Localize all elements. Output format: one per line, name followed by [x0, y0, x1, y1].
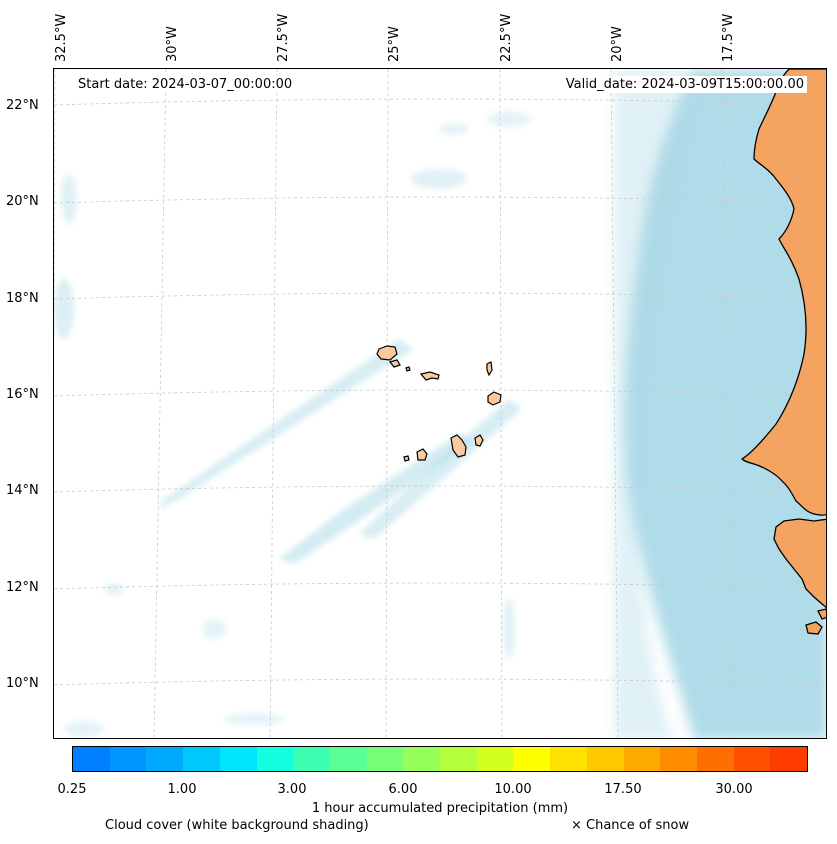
island-boa-vista — [487, 391, 502, 406]
colorbar-segment — [696, 747, 734, 771]
island-santa-luzia — [405, 366, 411, 372]
lon-label-17-5w: 17.5°W — [721, 13, 736, 62]
colorbar-segment — [660, 747, 697, 771]
colorbar-tick: 1.00 — [167, 782, 197, 797]
cloud-cover-legend: Cloud cover (white background shading) — [105, 818, 369, 833]
cloud-patch — [439, 123, 469, 135]
africa-senegal-guinea — [773, 518, 826, 609]
lon-label-27-5w: 27.5°W — [276, 13, 291, 62]
lat-label-20n: 20°N — [6, 194, 39, 209]
cloud-patch — [64, 721, 104, 737]
cloud-patch — [104, 583, 124, 595]
cape-verde-islands — [376, 345, 502, 462]
meridian-20w — [610, 69, 619, 738]
cloud-patch — [503, 599, 515, 659]
island-maio — [474, 434, 484, 447]
colorbar-segment — [513, 747, 551, 771]
colorbar-segment — [293, 747, 330, 771]
colorbar-segment — [550, 747, 587, 771]
lon-label-32-5w: 32.5°W — [54, 13, 69, 62]
parallel-18n — [54, 292, 826, 300]
island-brava — [403, 455, 410, 462]
colorbar-segment — [623, 747, 661, 771]
africa-mainland — [740, 69, 826, 516]
island-sal — [486, 361, 493, 377]
cloud-patch — [61, 174, 77, 224]
colorbar-tick: 10.00 — [494, 782, 532, 797]
cloud-coastal-haze — [614, 69, 704, 738]
island-santiago — [450, 434, 467, 458]
colorbar-tick: 3.00 — [277, 782, 307, 797]
colorbar-tick: 30.00 — [715, 782, 753, 797]
colorbar-segment — [366, 747, 404, 771]
parallel-22n — [54, 98, 826, 106]
cloud-cover-layer — [54, 69, 826, 738]
lat-label-14n: 14°N — [6, 483, 39, 498]
graticule — [54, 69, 826, 738]
colorbar-segment — [146, 747, 184, 771]
colorbar-segment — [329, 747, 367, 771]
cloud-streak-south-b — [359, 399, 522, 539]
island-fogo — [416, 448, 428, 461]
parallel-10n — [54, 678, 826, 686]
cloud-patch — [202, 619, 226, 639]
lat-label-10n: 10°N — [6, 676, 39, 691]
meridian-25w — [385, 69, 389, 738]
cloud-patch — [487, 111, 531, 127]
colorbar-segment — [73, 747, 110, 771]
colorbar-segment — [440, 747, 477, 771]
island-sao-vicente — [388, 359, 401, 368]
parallel-12n — [54, 582, 826, 590]
map-canvas — [54, 69, 826, 738]
island-santo-antao — [376, 345, 398, 361]
colorbar-segment — [770, 747, 808, 771]
colorbar-segment — [403, 747, 441, 771]
lon-label-30w: 30°W — [165, 26, 180, 62]
colorbar-label: 1 hour accumulated precipitation (mm) — [311, 801, 569, 816]
colorbar-segment — [476, 747, 514, 771]
colorbar-tick: 0.25 — [57, 782, 87, 797]
precipitation-colorbar — [72, 746, 808, 772]
africa-land — [740, 69, 826, 635]
colorbar-tick: 6.00 — [388, 782, 418, 797]
island-sao-nicolau — [419, 371, 440, 381]
cloud-streak-north — [159, 339, 414, 509]
colorbar-segment — [219, 747, 257, 771]
meridian-27-5w — [269, 69, 278, 738]
lat-label-16n: 16°N — [6, 387, 39, 402]
colorbar-segment — [109, 747, 147, 771]
parallel-20n — [54, 196, 826, 204]
lat-label-12n: 12°N — [6, 580, 39, 595]
meridian-32-5w — [54, 69, 56, 383]
colorbar-tick: 17.50 — [604, 782, 642, 797]
lat-label-22n: 22°N — [6, 98, 39, 113]
cloud-patch — [411, 169, 467, 189]
meridian-30w — [153, 69, 167, 738]
valid-date-label: Valid_date: 2024-03-09T15:00:00.00 — [562, 76, 807, 93]
meridian-17-5w — [721, 69, 735, 738]
map-panel[interactable] — [53, 68, 827, 739]
parallel-16n — [54, 389, 826, 397]
bijagos-island — [817, 608, 826, 620]
lon-label-22-5w: 22.5°W — [499, 13, 514, 62]
lon-label-25w: 25°W — [387, 26, 402, 62]
lon-label-20w: 20°W — [610, 26, 625, 62]
parallel-14n — [54, 485, 826, 493]
cloud-patch — [54, 279, 74, 339]
meridian-22-5w — [499, 69, 503, 738]
lat-label-18n: 18°N — [6, 291, 39, 306]
colorbar-segment — [183, 747, 220, 771]
bijagos-island — [805, 621, 823, 635]
snow-legend: × Chance of snow — [571, 818, 690, 833]
cloud-streak-south-a — [279, 434, 474, 564]
cloud-coastal-band — [624, 69, 826, 738]
colorbar-segment — [256, 747, 294, 771]
start-date-label: Start date: 2024-03-07_00:00:00 — [75, 76, 296, 93]
colorbar-segment — [586, 747, 624, 771]
colorbar-segment — [733, 747, 771, 771]
cloud-patch — [224, 713, 284, 725]
